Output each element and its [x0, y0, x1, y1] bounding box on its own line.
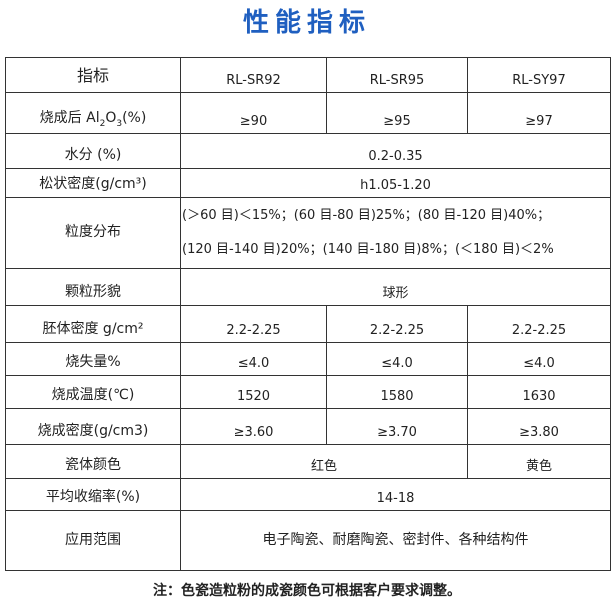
cell-value: h1.05-1.20 [180, 168, 611, 198]
row-label: 平均收缩率(%) [5, 478, 181, 511]
cell-value: 1630 [467, 375, 611, 409]
header-product: RL-SR95 [326, 57, 468, 93]
header-product: RL-SY97 [467, 57, 611, 93]
table-row: 烧失量% ≤4.0 ≤4.0 ≤4.0 [5, 342, 611, 376]
page-title: 性能指标 [242, 8, 371, 38]
table-row: 水分 (%) 0.2-0.35 [5, 133, 611, 169]
cell-value: 电子陶瓷、耐磨陶瓷、密封件、各种结构件 [180, 510, 611, 571]
row-label: 水分 (%) [5, 133, 181, 169]
header-product: RL-SR92 [180, 57, 327, 93]
table-row: 烧成后 Al2O3(%) ≥90 ≥95 ≥97 [5, 92, 611, 134]
table-row: 平均收缩率(%) 14-18 [5, 478, 611, 511]
row-label: 瓷体颜色 [5, 444, 181, 479]
row-label: 应用范围 [5, 510, 181, 571]
cell-value: ≥3.80 [467, 408, 611, 445]
row-label: 烧失量% [5, 342, 181, 376]
cell-value: 2.2-2.25 [326, 305, 468, 343]
cell-value: ≤4.0 [467, 342, 611, 376]
header-label: 指标 [5, 57, 181, 93]
table-row: 应用范围 电子陶瓷、耐磨陶瓷、密封件、各种结构件 [5, 510, 611, 571]
footnote: 注：色瓷造粒粉的成瓷颜色可根据客户要求调整。 [153, 583, 461, 599]
cell-value: (＞60 目)＜15%；(60 目-80 目)25%；(80 目-120 目)4… [180, 197, 611, 269]
cell-value: 0.2-0.35 [180, 133, 611, 169]
table-row: 烧成温度(℃) 1520 1580 1630 [5, 375, 611, 409]
cell-value: 2.2-2.25 [467, 305, 611, 343]
cell-value: ≤4.0 [180, 342, 327, 376]
cell-value: ≥97 [467, 92, 611, 134]
cell-value: 1520 [180, 375, 327, 409]
cell-value: ≥90 [180, 92, 327, 134]
cell-value: 1580 [326, 375, 468, 409]
cell-value: 黄色 [467, 444, 611, 479]
cell-value: ≥95 [326, 92, 468, 134]
cell-value: 红色 [180, 444, 468, 479]
cell-value: ≤4.0 [326, 342, 468, 376]
table-row: 烧成密度(g/cm3) ≥3.60 ≥3.70 ≥3.80 [5, 408, 611, 445]
row-label: 烧成温度(℃) [5, 375, 181, 409]
table-row: 胚体密度 g/cm² 2.2-2.25 2.2-2.25 2.2-2.25 [5, 305, 611, 343]
row-label: 烧成密度(g/cm3) [5, 408, 181, 445]
table-row: 粒度分布 (＞60 目)＜15%；(60 目-80 目)25%；(80 目-12… [5, 197, 611, 269]
row-label: 胚体密度 g/cm² [5, 305, 181, 343]
row-label: 烧成后 Al2O3(%) [5, 92, 181, 134]
cell-value: ≥3.70 [326, 408, 468, 445]
cell-value: 14-18 [180, 478, 611, 511]
table-row: 松状密度(g/cm³) h1.05-1.20 [5, 168, 611, 198]
table-row: 瓷体颜色 红色 黄色 [5, 444, 611, 479]
row-label: 松状密度(g/cm³) [5, 168, 181, 198]
cell-value: 2.2-2.25 [180, 305, 327, 343]
table-row: 颗粒形貌 球形 [5, 268, 611, 306]
row-label: 粒度分布 [5, 197, 181, 269]
cell-value: 球形 [180, 268, 611, 306]
table-header-row: 指标 RL-SR92 RL-SR95 RL-SY97 [5, 57, 611, 93]
row-label: 颗粒形貌 [5, 268, 181, 306]
cell-value: ≥3.60 [180, 408, 327, 445]
spec-table: 指标 RL-SR92 RL-SR95 RL-SY97 烧成后 Al2O3(%) … [5, 57, 611, 571]
